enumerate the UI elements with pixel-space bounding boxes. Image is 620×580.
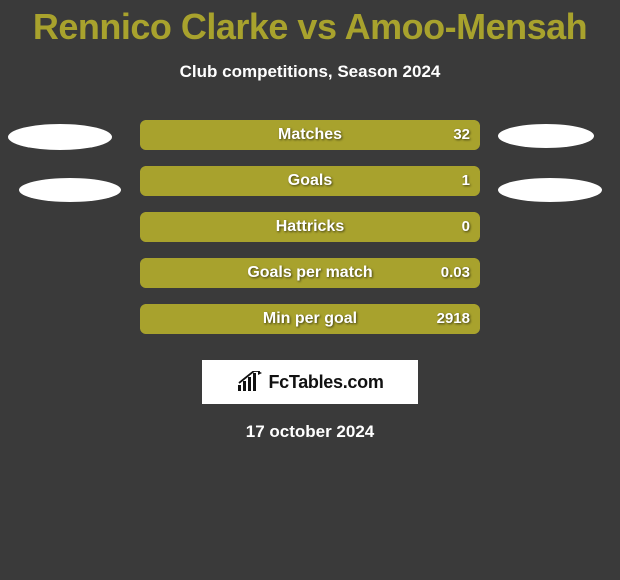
bar-fill xyxy=(140,166,480,196)
decorative-ellipse xyxy=(19,178,121,202)
bar-fill xyxy=(140,120,480,150)
bar-rows: Matches32 Goals1 Hattricks0 Goals per match… xyxy=(0,120,620,350)
brand-chart-icon xyxy=(236,371,264,393)
bar-fill xyxy=(140,212,480,242)
comparison-card: Rennico Clarke vs Amoo-Mensah Club compe… xyxy=(0,0,620,442)
bar-row: Goals per match0.03 xyxy=(0,258,620,288)
decorative-ellipse xyxy=(498,124,594,148)
bar: Hattricks0 xyxy=(140,212,480,242)
bar: Goals1 xyxy=(140,166,480,196)
date-text: 17 october 2024 xyxy=(246,422,375,442)
brand-text: FcTables.com xyxy=(268,372,383,393)
bar: Matches32 xyxy=(140,120,480,150)
bar-fill xyxy=(140,258,480,288)
bar-row: Min per goal2918 xyxy=(0,304,620,334)
bar: Goals per match0.03 xyxy=(140,258,480,288)
bar: Min per goal2918 xyxy=(140,304,480,334)
decorative-ellipse xyxy=(8,124,112,150)
page-title: Rennico Clarke vs Amoo-Mensah xyxy=(33,6,587,48)
bar-fill xyxy=(140,304,480,334)
bar-row: Hattricks0 xyxy=(0,212,620,242)
brand-box[interactable]: FcTables.com xyxy=(202,360,418,404)
decorative-ellipse xyxy=(498,178,602,202)
subtitle: Club competitions, Season 2024 xyxy=(180,62,441,82)
